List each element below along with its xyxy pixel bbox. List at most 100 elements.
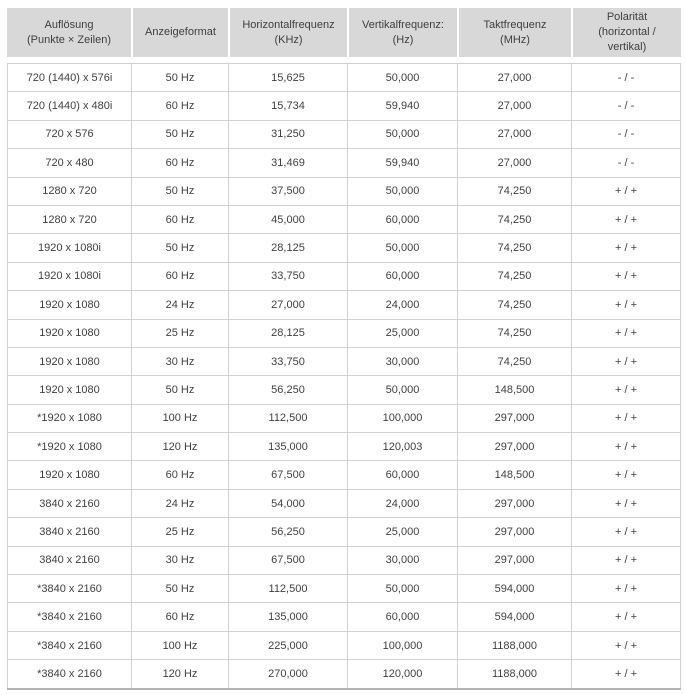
table-cell-polarity: - / - — [571, 64, 681, 92]
table-row: *3840 x 2160 120 Hz 270,000 120,000 1188,000… — [7, 659, 681, 688]
table-cell-vertical-frequency: 60,000 — [347, 205, 457, 234]
table-cell-polarity: + / + — [571, 603, 681, 631]
table-row: 720 x 576 50 Hz 31,250 50,000 27,000- / - — [7, 119, 681, 149]
table-cell-horizontal-frequency: 225,000 — [228, 631, 347, 660]
table-cell-resolution: 3840 x 2160 — [7, 489, 131, 518]
table-header-row: Auflösung (Punkte × Zeilen) Anzeigeforma… — [7, 8, 681, 57]
table-cell-display-format: 30 Hz — [131, 347, 228, 376]
table-cell-vertical-frequency: 30,000 — [347, 546, 457, 575]
table-row: 1920 x 1080i 60 Hz 33,750 60,000 74,250 + / + — [7, 261, 681, 291]
table-cell-display-format: 60 Hz — [131, 205, 228, 234]
table-cell-clock-frequency: 74,250 — [457, 205, 571, 234]
table-row: *3840 x 2160 50 Hz 112,500 50,000 594,000 + /… — [7, 574, 681, 603]
table-cell-horizontal-frequency: 37,500 — [228, 177, 347, 205]
table-row: 720 (1440) x 480i 60 Hz 15,734 59,940 27,000… — [7, 91, 681, 120]
table-cell-polarity: + / + — [571, 177, 681, 205]
table-cell-polarity: + / + — [571, 660, 681, 688]
table-cell-clock-frequency: 27,000 — [457, 149, 571, 177]
table-cell-resolution: *3840 x 2160 — [7, 575, 131, 603]
table-cell-horizontal-frequency: 67,500 — [228, 461, 347, 489]
table-cell-clock-frequency: 297,000 — [457, 433, 571, 461]
table-cell-clock-frequency: 27,000 — [457, 64, 571, 92]
table-cell-horizontal-frequency: 45,000 — [228, 205, 347, 234]
table-cell-horizontal-frequency: 56,250 — [228, 518, 347, 546]
table-cell-horizontal-frequency: 33,750 — [228, 262, 347, 291]
table-cell-horizontal-frequency: 15,734 — [228, 92, 347, 120]
table-cell-clock-frequency: 74,250 — [457, 177, 571, 205]
table-cell-display-format: 60 Hz — [131, 262, 228, 291]
table-cell-clock-frequency: 1188,000 — [457, 631, 571, 660]
table-cell-clock-frequency: 27,000 — [457, 120, 571, 149]
table-cell-resolution: 1920 x 1080 — [7, 461, 131, 489]
table-cell-clock-frequency: 297,000 — [457, 518, 571, 546]
table-cell-resolution: 1920 x 1080i — [7, 234, 131, 262]
table-cell-horizontal-frequency: 28,125 — [228, 234, 347, 262]
column-header-resolution: Auflösung (Punkte × Zeilen) — [7, 8, 131, 57]
table-cell-display-format: 100 Hz — [131, 404, 228, 433]
table-cell-vertical-frequency: 100,000 — [347, 404, 457, 433]
table-cell-horizontal-frequency: 135,000 — [228, 603, 347, 631]
table-cell-horizontal-frequency: 56,250 — [228, 376, 347, 404]
table-row: 3840 x 2160 24 Hz 54,000 24,000 297,000 + / + — [7, 488, 681, 518]
table-cell-horizontal-frequency: 54,000 — [228, 489, 347, 518]
table-cell-display-format: 60 Hz — [131, 92, 228, 120]
table-row: 3840 x 2160 25 Hz 56,250 25,000 297,000 + / + — [7, 517, 681, 546]
column-header-clock-frequency: Taktfrequenz (MHz) — [457, 8, 571, 57]
table-row: 1920 x 1080 30 Hz 33,750 30,000 74,250 + / + — [7, 346, 681, 376]
table-cell-resolution: 3840 x 2160 — [7, 546, 131, 575]
column-header-horizontal-frequency: Horizontalfrequenz (KHz) — [228, 8, 347, 57]
table-row: *3840 x 2160 60 Hz 135,000 60,000 594,000 + /… — [7, 602, 681, 631]
table-row: *1920 x 1080 120 Hz 135,000 120,003 297,000 +… — [7, 432, 681, 461]
table-cell-polarity: + / + — [571, 518, 681, 546]
table-cell-display-format: 50 Hz — [131, 376, 228, 404]
table-cell-polarity: + / + — [571, 575, 681, 603]
table-cell-vertical-frequency: 25,000 — [347, 319, 457, 347]
table-cell-vertical-frequency: 59,940 — [347, 92, 457, 120]
table-cell-vertical-frequency: 50,000 — [347, 234, 457, 262]
table-cell-vertical-frequency: 50,000 — [347, 575, 457, 603]
table-cell-resolution: 720 (1440) x 480i — [7, 92, 131, 120]
column-header-line: (Punkte × Zeilen) — [26, 33, 112, 46]
table-cell-polarity: + / + — [571, 546, 681, 575]
table-cell-horizontal-frequency: 31,250 — [228, 120, 347, 149]
column-header-line: vertikal) — [607, 41, 647, 53]
table-cell-vertical-frequency: 120,003 — [347, 433, 457, 461]
table-cell-clock-frequency: 148,500 — [457, 461, 571, 489]
table-cell-clock-frequency: 594,000 — [457, 603, 571, 631]
table-cell-resolution: 1920 x 1080 — [7, 347, 131, 376]
table-cell-clock-frequency: 297,000 — [457, 489, 571, 518]
table-cell-resolution: 1280 x 720 — [7, 205, 131, 234]
table-cell-polarity: + / + — [571, 262, 681, 291]
table-cell-resolution: 1920 x 1080 — [7, 376, 131, 404]
table-cell-resolution: 3840 x 2160 — [7, 518, 131, 546]
table-cell-polarity: + / + — [571, 631, 681, 660]
table-cell-clock-frequency: 74,250 — [457, 234, 571, 262]
table-cell-display-format: 50 Hz — [131, 120, 228, 149]
table-cell-vertical-frequency: 60,000 — [347, 461, 457, 489]
table-cell-clock-frequency: 74,250 — [457, 347, 571, 376]
table-cell-clock-frequency: 74,250 — [457, 291, 571, 319]
table-cell-display-format: 100 Hz — [131, 631, 228, 660]
column-header-vertical-frequency: Vertikalfrequenz: (Hz) — [347, 8, 457, 57]
table-row: 720 x 480 60 Hz 31,469 59,940 27,000- / - — [7, 148, 681, 177]
table-cell-polarity: + / + — [571, 489, 681, 518]
table-cell-vertical-frequency: 50,000 — [347, 376, 457, 404]
column-header-line: Vertikalfrequenz: — [362, 18, 444, 31]
table-cell-clock-frequency: 27,000 — [457, 92, 571, 120]
column-header-line: (MHz) — [500, 33, 530, 46]
table-cell-resolution: 1280 x 720 — [7, 177, 131, 205]
table-body: 720 (1440) x 576i 50 Hz 15,625 50,000 27,000… — [7, 63, 681, 690]
table-cell-display-format: 24 Hz — [131, 291, 228, 319]
table-cell-clock-frequency: 148,500 — [457, 376, 571, 404]
column-header-line: Auflösung — [44, 18, 94, 31]
table-cell-resolution: 1920 x 1080 — [7, 319, 131, 347]
table-cell-polarity: + / + — [571, 404, 681, 433]
table-cell-polarity: + / + — [571, 291, 681, 319]
table-cell-display-format: 25 Hz — [131, 518, 228, 546]
column-header-line: (KHz) — [274, 33, 303, 46]
table-cell-polarity: - / - — [571, 120, 681, 149]
table-cell-polarity: + / + — [571, 234, 681, 262]
column-header-line: (horizontal / — [598, 26, 656, 38]
column-header-line: Anzeigeformat — [145, 26, 216, 38]
